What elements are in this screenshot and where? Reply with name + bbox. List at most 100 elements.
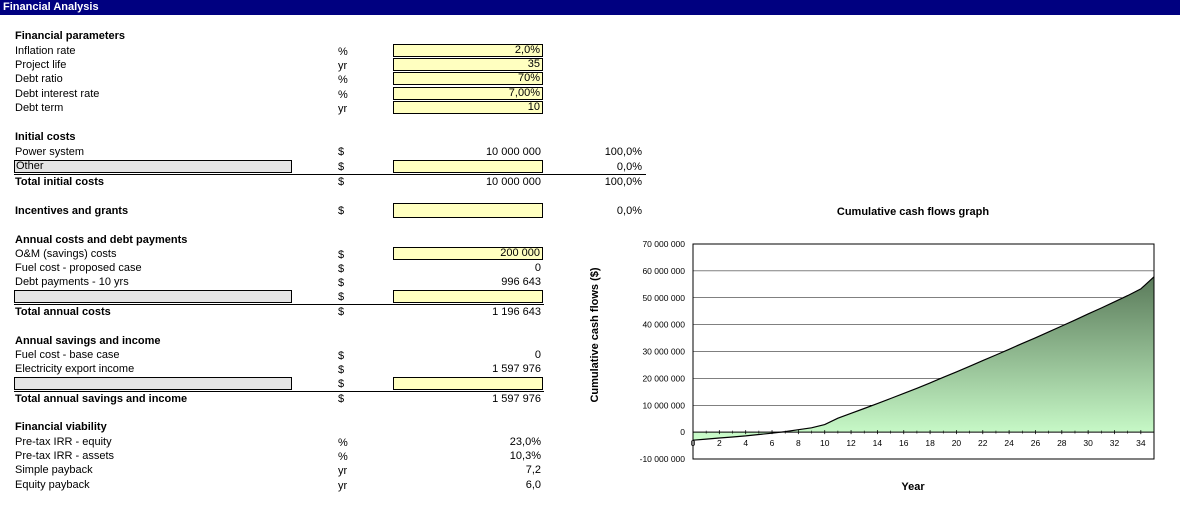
section-heading-initial-costs: Initial costs [15,131,76,143]
simple-payback-value: 7,2 [525,464,541,476]
annual-income-extra-label-field[interactable] [14,377,292,390]
incentives-pct: 0,0% [616,205,642,217]
total-initial-costs-value: 10 000 000 [485,176,541,188]
section-heading-financial-viability: Financial viability [15,421,107,433]
y-tick-label: 0 [680,427,685,437]
row-unit: yr [338,103,348,115]
irr-assets-value: 10,3% [509,450,541,462]
irr-equity-value: 23,0% [509,436,541,448]
debt-payments-value: 996 643 [501,276,541,288]
chart-y-axis-label: Cumulative cash flows ($) [589,267,601,402]
row-unit: yr [338,60,348,72]
x-tick-label: 0 [691,438,696,448]
x-tick-label: 14 [873,438,883,448]
row-unit: $ [338,277,345,289]
debt-ratio-input[interactable]: 70% [393,72,543,85]
row-unit: $ [338,249,345,261]
y-tick-label: 50 000 000 [642,293,685,303]
x-tick-label: 12 [846,438,856,448]
total-savings-label: Total annual savings and income [15,393,188,405]
total-savings-value: 1 597 976 [492,393,541,405]
other-cost-input[interactable] [393,160,543,173]
row-label: Debt interest rate [15,88,100,100]
other-cost-label-field[interactable]: Other [14,160,292,173]
row-unit: $ [338,306,345,318]
row-label: Project life [15,59,67,71]
chart-x-axis-label: Year [901,481,925,493]
y-tick-label: 30 000 000 [642,347,685,357]
incentives-label: Incentives and grants [15,205,129,217]
row-unit: % [338,89,348,101]
total-divider [14,391,544,392]
row-unit: yr [338,465,348,477]
row-label: Debt ratio [15,73,63,85]
row-unit: $ [338,291,345,303]
irr-assets-label: Pre-tax IRR - assets [15,450,115,462]
total-annual-costs-label: Total annual costs [15,306,111,318]
window-title: Financial Analysis [3,1,99,13]
debt-payments-label: Debt payments - 10 yrs [15,276,129,288]
x-tick-label: 10 [820,438,830,448]
plot-frame [692,243,1155,460]
fuel-cost-base-label: Fuel cost - base case [15,349,120,361]
equity-payback-value: 6,0 [525,479,541,491]
total-annual-costs-value: 1 196 643 [492,306,541,318]
y-tick-label: 70 000 000 [642,239,685,249]
inflation-rate-input[interactable]: 2,0% [393,44,543,57]
total-initial-costs-pct: 100,0% [604,176,642,188]
fuel-cost-proposed-label: Fuel cost - proposed case [15,262,142,274]
x-tick-label: 28 [1057,438,1067,448]
y-tick-label: 10 000 000 [642,400,685,410]
row-label: Debt term [15,102,64,114]
x-tick-label: 32 [1110,438,1120,448]
section-heading-annual-costs: Annual costs and debt payments [15,234,188,246]
om-costs-input[interactable]: 200 000 [393,247,543,260]
row-unit: % [338,46,348,58]
power-system-value: 10 000 000 [485,146,541,158]
title-bar: Financial Analysis [0,0,1180,15]
row-unit: $ [338,146,345,158]
project-life-input[interactable]: 35 [393,58,543,71]
section-heading-annual-savings: Annual savings and income [15,335,161,347]
y-tick-label: 40 000 000 [642,320,685,330]
fuel-cost-base-value: 0 [534,349,541,361]
chart-title: Cumulative cash flows graph [837,206,989,218]
total-divider [14,304,544,305]
x-tick-label: 18 [925,438,935,448]
row-unit: yr [338,480,348,492]
x-tick-label: 22 [978,438,988,448]
row-unit: $ [338,378,345,390]
om-costs-label: O&M (savings) costs [15,248,117,260]
x-tick-label: 34 [1136,438,1146,448]
fuel-cost-proposed-value: 0 [534,262,541,274]
irr-equity-label: Pre-tax IRR - equity [15,436,112,448]
other-cost-pct: 0,0% [616,161,642,173]
cash-flow-line [692,276,1155,441]
power-system-pct: 100,0% [604,146,642,158]
power-system-label: Power system [15,146,85,158]
x-tick-label: 26 [1031,438,1041,448]
x-tick-label: 20 [952,438,962,448]
annual-cost-extra-label-field[interactable] [14,290,292,303]
x-tick-label: 16 [899,438,909,448]
x-tick-label: 2 [717,438,722,448]
debt-term-input[interactable]: 10 [393,101,543,114]
section-heading-financial-parameters: Financial parameters [15,30,126,42]
equity-payback-label: Equity payback [15,479,90,491]
row-unit: $ [338,263,345,275]
annual-income-extra-input[interactable] [393,377,543,390]
row-unit: $ [338,161,345,173]
y-tick-label: -10 000 000 [640,454,686,464]
incentives-input[interactable] [393,203,543,218]
total-initial-costs-label: Total initial costs [15,176,105,188]
export-income-label: Electricity export income [15,363,135,375]
annual-cost-extra-input[interactable] [393,290,543,303]
y-tick-label: 60 000 000 [642,266,685,276]
row-unit: $ [338,393,345,405]
simple-payback-label: Simple payback [15,464,93,476]
row-unit: % [338,74,348,86]
x-tick-label: 4 [743,438,748,448]
row-unit: $ [338,176,345,188]
row-unit: $ [338,350,345,362]
debt-interest-rate-input[interactable]: 7,00% [393,87,543,100]
